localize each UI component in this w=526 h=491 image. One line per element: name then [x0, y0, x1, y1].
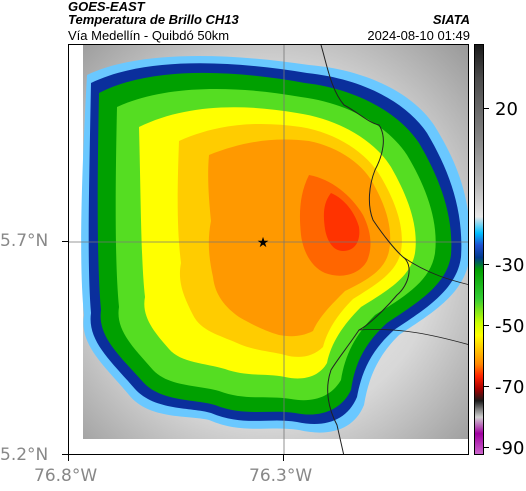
- satellite-name: GOES-EAST: [68, 0, 145, 14]
- colorbar-label: -50: [495, 316, 525, 337]
- y-tick: [62, 454, 68, 455]
- latitude-label-5-7: 5.7°N: [0, 231, 49, 251]
- y-tick: [62, 241, 68, 242]
- border-line-south: [358, 329, 468, 345]
- colorbar-tick: [484, 447, 489, 448]
- longitude-label-76-3: 76.3°W: [249, 466, 313, 486]
- colorbar-tick: [484, 264, 489, 265]
- x-tick: [283, 455, 284, 461]
- no-data-strip-left: [69, 45, 83, 454]
- colorbar-tick: [484, 386, 489, 387]
- colorbar-tick: [484, 325, 489, 326]
- colorbar-tick: [484, 108, 489, 109]
- brightness-temperature-field: ★: [69, 45, 468, 454]
- colorbar-label: -70: [495, 377, 525, 398]
- border-line: [320, 45, 410, 454]
- temperature-colorbar: [474, 44, 484, 455]
- timestamp-label: 2024-08-10 01:49: [367, 28, 470, 43]
- organization-label: SIATA: [432, 12, 470, 27]
- no-data-strip: [83, 439, 468, 454]
- x-tick: [68, 455, 69, 461]
- latitude-label-5-2: 5.2°N: [0, 445, 49, 465]
- satellite-map[interactable]: ★: [68, 44, 469, 455]
- border-line-east: [402, 256, 468, 285]
- star-icon: ★: [257, 235, 270, 251]
- longitude-label-76-8: 76.8°W: [34, 466, 98, 486]
- product-title: Temperatura de Brillo CH13: [68, 12, 239, 27]
- route-label: Vía Medellín - Quibdó 50km: [68, 28, 230, 43]
- colorbar-label: -30: [495, 255, 525, 276]
- colorbar-label: 20: [495, 99, 518, 120]
- colorbar-label: -90: [495, 438, 525, 459]
